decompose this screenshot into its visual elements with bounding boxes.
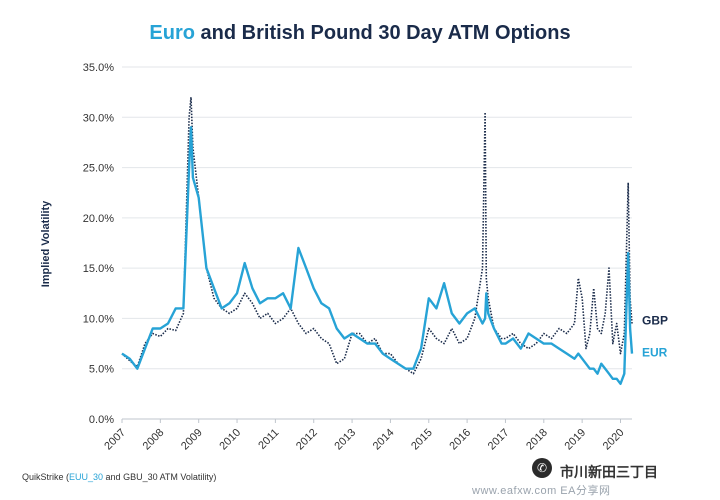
x-tick-label: 2010	[217, 427, 243, 453]
y-tick-label: 0.0%	[89, 414, 114, 426]
source-footnote: QuikStrike (EUU_30 and GBU_30 ATM Volati…	[22, 472, 217, 482]
x-tick-label: 2008	[141, 427, 167, 453]
x-tick-label: 2013	[332, 427, 358, 453]
series-label-gbp: GBP	[642, 313, 668, 327]
watermark-text: 市川新田三丁目	[560, 464, 658, 480]
y-tick-label: 25.0%	[83, 163, 114, 175]
x-tick-label: 2017	[486, 427, 512, 453]
y-tick-label: 10.0%	[83, 313, 114, 325]
wechat-icon: ✆	[532, 458, 552, 478]
chart-title: Euro and British Pound 30 Day ATM Option…	[0, 22, 720, 45]
x-tick-label: 2012	[294, 427, 320, 453]
y-tick-label: 35.0%	[83, 62, 114, 74]
y-tick-label: 5.0%	[89, 364, 114, 376]
y-tick-label: 15.0%	[83, 263, 114, 275]
title-accent: Euro	[149, 22, 195, 44]
x-tick-label: 2014	[371, 427, 397, 453]
series-line-gbp	[121, 96, 633, 375]
x-tick-label: 2015	[409, 427, 435, 453]
x-tick-label: 2019	[562, 427, 588, 453]
x-tick-label: 2009	[179, 427, 205, 453]
y-tick-label: 30.0%	[83, 112, 114, 124]
x-tick-label: 2016	[447, 427, 473, 453]
x-tick-label: 2018	[524, 427, 550, 453]
series-line-eur	[121, 126, 634, 385]
watermark-url: www.eafxw.com EA分享网	[472, 485, 611, 497]
x-tick-label: 2020	[601, 427, 627, 453]
y-tick-label: 20.0%	[83, 213, 114, 225]
title-rest: and British Pound 30 Day ATM Options	[194, 22, 571, 44]
series-label-eur: EUR	[642, 346, 668, 360]
x-tick-label: 2007	[102, 427, 128, 453]
x-tick-label: 2011	[256, 427, 281, 452]
